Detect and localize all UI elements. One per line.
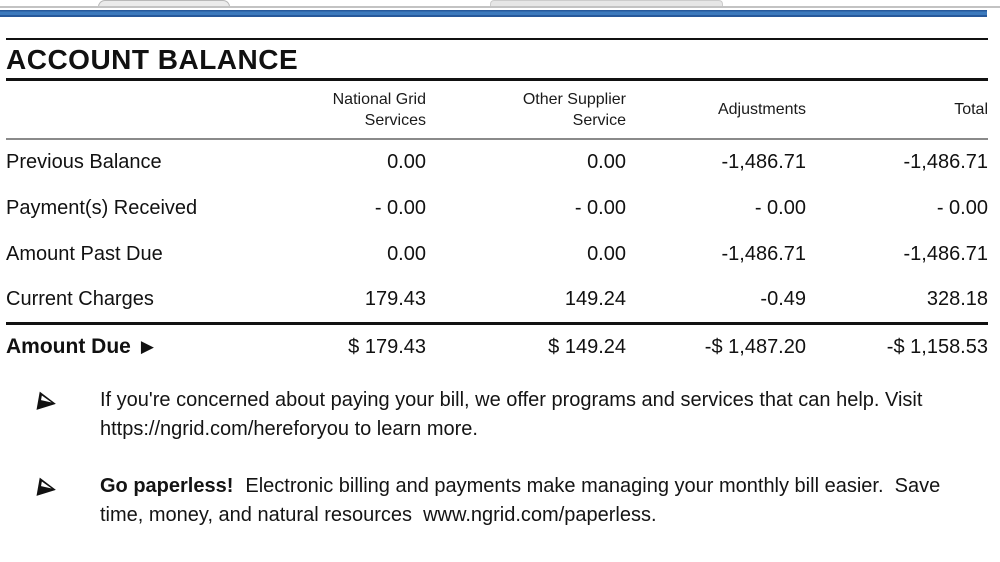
cell-value: - 0.00 (936, 196, 988, 219)
cell-value: -0.49 (760, 287, 806, 310)
cell-value: 0.00 (587, 151, 626, 173)
cell-value: $ 179.43 (270, 321, 426, 370)
row-label-current-charges: Current Charges (6, 287, 154, 310)
list-item: If you're concerned about paying your bi… (36, 386, 988, 444)
table-row: Payment(s) Received - 0.00 - 0.00 - 0.00… (6, 185, 988, 231)
cell-value: 328.18 (926, 287, 988, 310)
table-row: Previous Balance 0.00 0.00 -1,486.71 -1,… (6, 139, 988, 185)
note-text: If you're concerned about paying your bi… (100, 389, 928, 440)
cell-value: - 0.00 (574, 196, 626, 219)
col-header-national-grid-services: National Grid Services (270, 81, 426, 140)
table-header-row: National Grid Services Other Supplier Se… (6, 81, 988, 140)
chrome-divider (0, 6, 1000, 8)
tab-remnant-right[interactable] (490, 0, 723, 6)
cell-value: 0.00 (387, 242, 426, 265)
cell-value: -1,486.71 (721, 242, 806, 265)
cell-value: 149.24 (564, 287, 626, 310)
cell-value: -$ 1,487.20 (626, 321, 806, 370)
cell-value: -$ 1,158.53 (806, 321, 988, 370)
cell-value: - 0.00 (374, 196, 426, 219)
heading-rule (6, 78, 988, 81)
top-rule (6, 38, 988, 40)
col-header-other-supplier-service: Other Supplier Service (426, 81, 626, 140)
tab-remnant-left[interactable] (98, 0, 230, 7)
note-body: Electronic billing and payments make man… (100, 475, 946, 526)
bill-page: ACCOUNT BALANCE National Grid Services O… (0, 17, 1000, 530)
table-row: Amount Past Due 0.00 0.00 -1,486.71 -1,4… (6, 231, 988, 277)
row-label-previous-balance: Previous Balance (6, 151, 162, 173)
amount-due-label: Amount Due (6, 335, 131, 359)
page-title: ACCOUNT BALANCE (6, 44, 299, 75)
row-label-amount-due: Amount Due ▶ (6, 321, 270, 370)
arrow-bullet-icon (34, 474, 63, 507)
cell-value: 179.43 (364, 287, 426, 310)
cell-value: -1,486.71 (903, 151, 988, 173)
note-text: Go paperless! Electronic billing and paym… (100, 472, 980, 530)
empty-header-cell (6, 81, 270, 140)
note-lead-bold: Go paperless! (100, 475, 234, 497)
list-item: Go paperless! Electronic billing and paym… (36, 472, 988, 530)
cell-value: 0.00 (587, 242, 626, 265)
blue-header-bar (0, 10, 987, 17)
cell-value: -1,486.71 (721, 151, 806, 173)
account-balance-table: National Grid Services Other Supplier Se… (6, 81, 988, 370)
browser-chrome (0, 0, 1000, 17)
col-header-total: Total (806, 81, 988, 140)
col-header-adjustments: Adjustments (626, 81, 806, 140)
cell-value: 0.00 (387, 151, 426, 173)
right-triangle-icon: ▶ (140, 337, 154, 358)
amount-due-row: Amount Due ▶ $ 179.43 $ 149.24 -$ 1,487.2… (6, 321, 988, 370)
cell-value: - 0.00 (754, 196, 806, 219)
arrow-bullet-icon (34, 388, 63, 421)
notes-section: If you're concerned about paying your bi… (6, 386, 988, 530)
table-row: Current Charges 179.43 149.24 -0.49 328.… (6, 277, 988, 323)
cell-value: -1,486.71 (903, 242, 988, 265)
row-label-amount-past-due: Amount Past Due (6, 242, 163, 265)
row-label-payments-received: Payment(s) Received (6, 196, 198, 219)
cell-value: $ 149.24 (426, 321, 626, 370)
